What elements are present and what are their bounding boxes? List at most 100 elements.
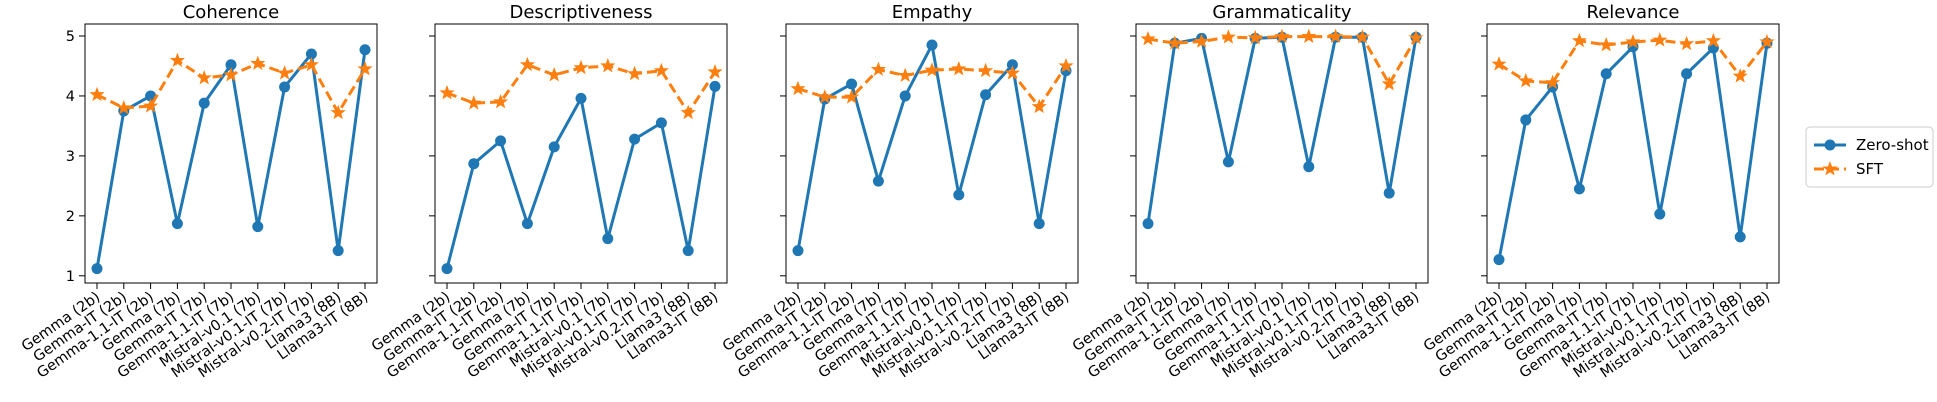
data-point	[91, 263, 103, 275]
data-point	[1759, 34, 1775, 49]
data-point	[359, 44, 371, 56]
data-point	[252, 221, 264, 233]
data-point	[1491, 56, 1507, 71]
panel-title: Descriptiveness	[509, 2, 652, 23]
data-point	[1301, 28, 1317, 44]
series-line-zero-shot	[796, 43, 1068, 251]
data-point	[1167, 35, 1183, 50]
data-point	[116, 99, 132, 115]
data-point	[953, 189, 965, 201]
data-point	[573, 59, 589, 75]
legend-label: Zero-shot	[1856, 136, 1929, 154]
data-point	[143, 98, 159, 113]
data-point	[792, 245, 804, 257]
axes-frame	[1135, 23, 1429, 284]
series-line-sft	[1147, 35, 1418, 86]
data-point	[897, 67, 913, 82]
data-point	[171, 218, 183, 230]
data-point	[978, 62, 994, 78]
data-point	[629, 133, 641, 145]
data-point	[468, 158, 480, 170]
data-point	[546, 67, 562, 82]
legend-label: SFT	[1856, 160, 1884, 178]
data-point	[1247, 29, 1263, 45]
data-point	[548, 141, 560, 153]
y-tick-label: 2	[66, 209, 75, 225]
data-point	[1354, 29, 1370, 44]
data-point	[951, 61, 967, 76]
data-point	[844, 89, 860, 104]
data-point	[1381, 76, 1397, 91]
series-line-zero-shot	[1497, 42, 1769, 260]
data-point	[169, 52, 185, 68]
data-point	[1220, 29, 1236, 44]
data-point	[709, 80, 721, 92]
legend-marker	[1824, 139, 1836, 151]
data-point	[1732, 68, 1748, 83]
data-point	[924, 62, 940, 77]
data-point	[575, 92, 587, 104]
data-point	[1140, 31, 1156, 46]
data-point	[680, 104, 696, 120]
data-point	[653, 62, 669, 78]
data-point	[1734, 231, 1746, 243]
data-point	[330, 104, 346, 120]
data-point	[332, 245, 344, 257]
data-point	[817, 89, 833, 104]
data-point	[899, 90, 911, 102]
panel-title: Grammaticality	[1212, 2, 1352, 23]
data-point	[1303, 161, 1315, 173]
data-point	[1408, 29, 1424, 45]
data-point	[279, 81, 291, 93]
data-point	[655, 117, 667, 129]
data-point	[196, 70, 212, 85]
data-point	[1571, 32, 1587, 48]
data-point	[926, 39, 938, 51]
data-point	[1625, 34, 1641, 49]
data-point	[303, 56, 319, 72]
data-point	[439, 85, 455, 100]
data-point	[89, 86, 105, 102]
data-point	[846, 78, 858, 90]
data-point	[872, 175, 884, 187]
data-point	[466, 95, 482, 110]
data-point	[1600, 68, 1612, 80]
panel-title: Coherence	[183, 2, 280, 23]
data-point	[1004, 65, 1020, 80]
data-point	[1681, 68, 1693, 80]
data-point	[493, 93, 509, 109]
y-tick-label: 3	[66, 149, 75, 165]
data-point	[1679, 35, 1695, 51]
data-point	[1654, 208, 1666, 220]
data-point	[1652, 32, 1668, 47]
data-point	[1194, 33, 1210, 48]
series-line-sft	[797, 65, 1068, 109]
data-point	[1274, 28, 1290, 44]
data-point	[1222, 156, 1234, 168]
data-point	[1142, 218, 1154, 230]
data-point	[1573, 183, 1585, 195]
data-point	[495, 135, 507, 147]
data-point	[277, 65, 293, 80]
data-point	[600, 58, 616, 73]
data-point	[1518, 73, 1534, 88]
data-point	[682, 245, 694, 257]
data-point	[198, 97, 210, 109]
data-point	[1598, 37, 1614, 52]
y-tick-label: 4	[66, 89, 75, 105]
data-point	[1705, 32, 1721, 48]
data-point	[980, 89, 992, 101]
data-point	[870, 61, 886, 76]
data-point	[1031, 98, 1047, 114]
data-point	[1328, 28, 1344, 44]
data-point	[1493, 254, 1505, 266]
panel-title: Empathy	[892, 2, 973, 23]
data-point	[1383, 187, 1395, 199]
data-point	[223, 67, 239, 82]
series-line-zero-shot	[1146, 35, 1418, 224]
data-point	[1058, 58, 1074, 73]
